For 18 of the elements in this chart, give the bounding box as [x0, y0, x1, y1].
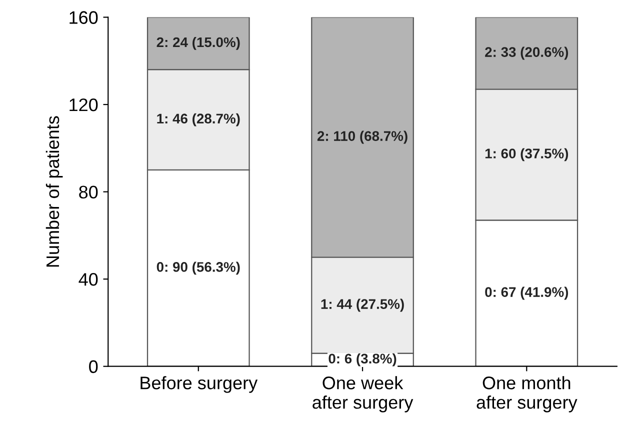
y-tick-label: 80 — [79, 186, 98, 199]
data-label: 1: 60 (37.5%) — [485, 148, 568, 162]
y-tick-label: 40 — [78, 273, 98, 286]
data-label: 2: 24 (15.0%) — [156, 36, 240, 50]
x-tick-label: Before surgery — [140, 376, 258, 393]
data-label: 0: 90 (56.3%) — [156, 262, 240, 275]
data-label: 2: 33 (20.6%) — [485, 46, 568, 60]
y-axis-title: Number of patients — [46, 116, 63, 267]
data-label: 1: 46 (28.7%) — [157, 113, 240, 126]
x-tick-label: One week after surgery — [312, 376, 414, 412]
x-tick-label: One month after surgery — [476, 376, 578, 412]
data-label: 1: 44 (27.5%) — [321, 298, 404, 312]
y-tick-label: 120 — [70, 98, 98, 112]
data-label: 0: 67 (41.9%) — [485, 286, 568, 300]
data-label: 2: 110 (68.7%) — [317, 130, 408, 144]
data-label: 0: 6 (3.8%) — [328, 353, 396, 366]
y-tick-label: 0 — [89, 360, 98, 374]
y-tick-label: 160 — [70, 11, 98, 24]
